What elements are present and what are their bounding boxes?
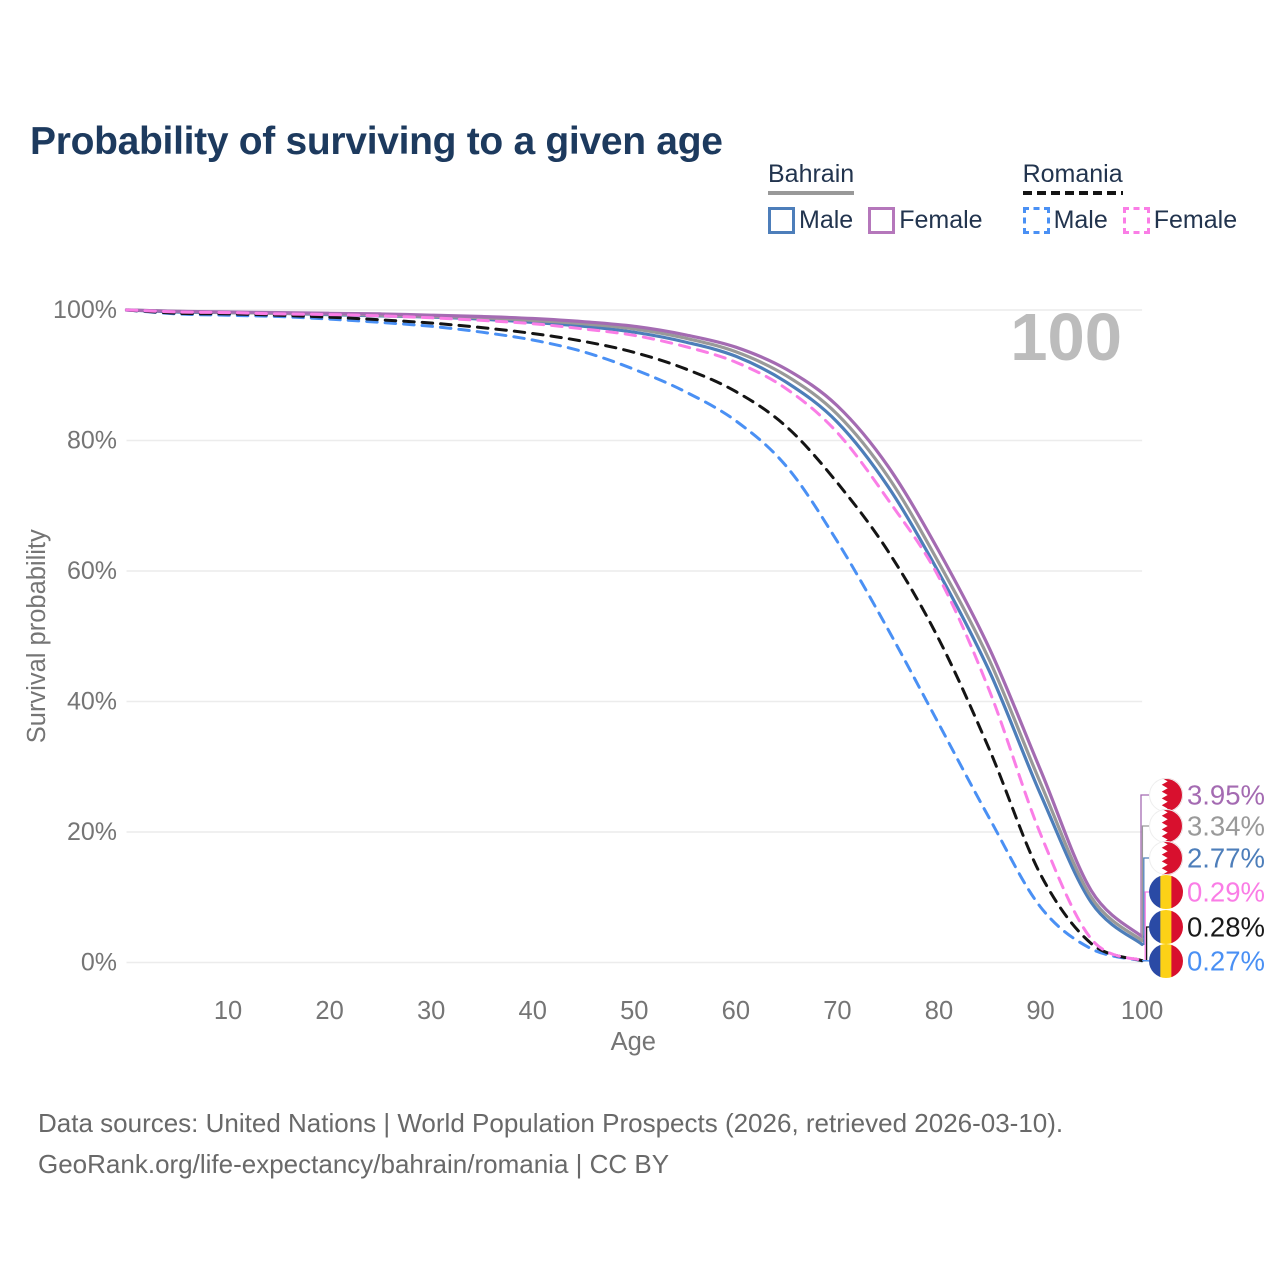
end-label-value: 0.29% bbox=[1187, 877, 1265, 908]
end-label-bahrain-male: 2.77% bbox=[1149, 841, 1265, 875]
flag-romania-icon bbox=[1149, 910, 1183, 944]
x-tick-label: 10 bbox=[214, 997, 242, 1025]
y-tick-label: 20% bbox=[67, 818, 117, 846]
end-label-connector-bahrain-female bbox=[1140, 794, 1149, 938]
y-axis-title: Survival probability bbox=[23, 529, 51, 743]
footer-attribution: GeoRank.org/life-expectancy/bahrain/roma… bbox=[38, 1149, 670, 1179]
legend-item-romania-female[interactable]: Female bbox=[1122, 206, 1238, 235]
x-tick-label: 50 bbox=[620, 997, 648, 1025]
legend-swatch-icon bbox=[768, 207, 795, 235]
legend-linestyle-sample-bahrain bbox=[768, 191, 855, 196]
y-tick-label: 40% bbox=[67, 688, 117, 716]
end-label-romania-total: 0.28% bbox=[1149, 910, 1265, 944]
y-tick-label: 80% bbox=[67, 427, 117, 455]
x-tick-label: 100 bbox=[1121, 997, 1164, 1025]
legend-country-romania[interactable]: Romania bbox=[1022, 160, 1123, 188]
end-label-value: 3.95% bbox=[1187, 780, 1265, 811]
legend-item-label: Male bbox=[1053, 206, 1108, 235]
end-label-romania-male: 0.27% bbox=[1149, 944, 1265, 978]
end-label-connector-bahrain-total bbox=[1141, 825, 1149, 942]
legend-swatch-icon bbox=[868, 207, 896, 235]
x-tick-label: 20 bbox=[315, 997, 343, 1025]
legend-item-label: Female bbox=[899, 206, 983, 235]
survival-curve-romania-female[interactable] bbox=[125, 308, 1144, 963]
survival-curve-romania-male[interactable] bbox=[125, 308, 1144, 963]
end-label-romania-female: 0.29% bbox=[1149, 875, 1265, 909]
end-label-value: 3.34% bbox=[1187, 811, 1265, 842]
legend-group-romania: Romania Male Female bbox=[1022, 160, 1238, 235]
end-label-value: 2.77% bbox=[1187, 843, 1265, 874]
x-axis: 10 20 30 40 50 60 70 80 90 100 Age bbox=[214, 997, 1164, 1056]
legend-country-bahrain[interactable]: Bahrain bbox=[768, 160, 855, 188]
y-tick-label: 60% bbox=[67, 557, 117, 585]
x-tick-label: 80 bbox=[925, 997, 953, 1025]
legend-item-label: Male bbox=[799, 206, 854, 235]
gridlines: 0% 20% 40% 60% 80% 100% bbox=[53, 296, 1143, 977]
end-label-value: 0.28% bbox=[1187, 912, 1265, 943]
legend-group-bahrain: Bahrain Male Female bbox=[768, 161, 983, 235]
x-tick-label: 70 bbox=[823, 997, 851, 1025]
end-label-bahrain-female: 3.95% bbox=[1149, 778, 1265, 812]
x-tick-label: 90 bbox=[1026, 997, 1054, 1025]
end-value-annotations: 3.95%3.34%2.77%0.29% 0.28%0.27% bbox=[1140, 778, 1265, 978]
legend-item-romania-male[interactable]: Male bbox=[1022, 206, 1108, 235]
survival-curve-romania-total[interactable] bbox=[125, 308, 1144, 963]
legend-item-bahrain-male[interactable]: Male bbox=[768, 206, 853, 235]
y-tick-label: 100% bbox=[53, 296, 117, 324]
survival-curve-bahrain-total[interactable] bbox=[124, 308, 1144, 943]
legend-swatch-icon bbox=[1022, 207, 1050, 235]
y-tick-label: 0% bbox=[81, 949, 117, 977]
survival-curve-bahrain-female[interactable] bbox=[124, 308, 1144, 939]
flag-romania-icon bbox=[1149, 944, 1183, 978]
end-label-value: 0.27% bbox=[1187, 946, 1265, 977]
end-label-connector-romania-female bbox=[1142, 891, 1149, 962]
legend-item-label: Female bbox=[1153, 206, 1238, 235]
survival-curve-bahrain-male[interactable] bbox=[124, 308, 1144, 946]
legend-swatch-icon bbox=[1122, 207, 1150, 235]
age-counter-watermark: 100 bbox=[1010, 300, 1122, 375]
flag-romania-icon bbox=[1149, 875, 1183, 909]
legend-linestyle-sample-romania bbox=[1022, 191, 1123, 196]
survival-curves bbox=[124, 308, 1144, 963]
footer: Data sources: United Nations | World Pop… bbox=[38, 1103, 1063, 1185]
chart-legend: Bahrain Male Female Romania Male Female bbox=[768, 161, 1237, 235]
end-label-connector-bahrain-male bbox=[1142, 857, 1149, 946]
x-tick-label: 30 bbox=[417, 997, 445, 1025]
page-title: Probability of surviving to a given age bbox=[30, 120, 723, 164]
footer-data-sources: Data sources: United Nations | World Pop… bbox=[38, 1108, 1064, 1138]
legend-item-bahrain-female[interactable]: Female bbox=[868, 206, 983, 235]
x-tick-label: 60 bbox=[722, 997, 750, 1025]
end-label-bahrain-total: 3.34% bbox=[1149, 809, 1265, 843]
x-axis-title: Age bbox=[611, 1028, 656, 1056]
x-tick-label: 40 bbox=[519, 997, 547, 1025]
